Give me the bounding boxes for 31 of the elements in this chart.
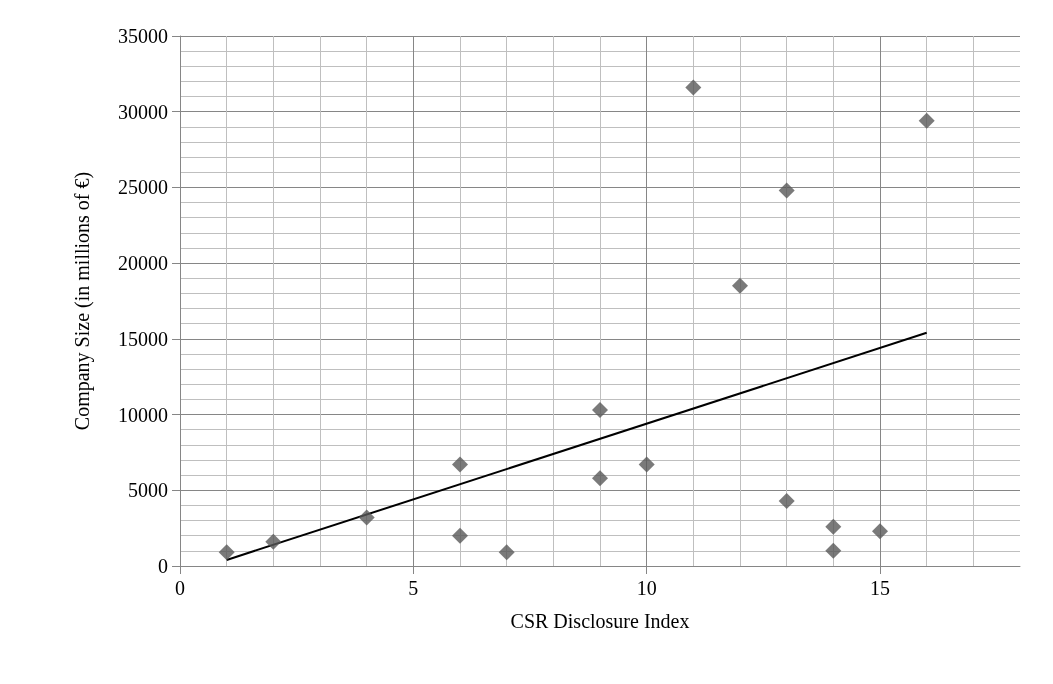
point bbox=[825, 518, 842, 535]
y-tick-label: 30000 bbox=[118, 100, 168, 123]
y-tick-label: 0 bbox=[158, 555, 168, 577]
point bbox=[218, 544, 235, 561]
point bbox=[872, 523, 888, 540]
point bbox=[592, 470, 608, 487]
y-tick-label: 15000 bbox=[118, 327, 168, 350]
point bbox=[778, 492, 795, 509]
y-tick-label: 5000 bbox=[128, 479, 168, 502]
point bbox=[498, 544, 515, 561]
x-tick-label: 0 bbox=[175, 577, 185, 599]
y-tick-label: 35000 bbox=[118, 25, 168, 47]
point bbox=[685, 79, 702, 96]
x-tick-label: 5 bbox=[408, 577, 419, 599]
point bbox=[918, 112, 935, 129]
point bbox=[592, 402, 608, 419]
point bbox=[825, 542, 842, 559]
point bbox=[732, 277, 748, 294]
x-tick-label: 15 bbox=[870, 577, 890, 599]
y-tick-label: 10000 bbox=[118, 403, 168, 426]
y-tick-label: 25000 bbox=[118, 176, 168, 199]
point bbox=[452, 456, 468, 473]
y-axis-title: Company Size (in millions of €) bbox=[71, 171, 94, 431]
y-tick-label: 20000 bbox=[118, 252, 168, 275]
x-tick-label: 10 bbox=[636, 577, 657, 599]
point bbox=[452, 527, 468, 544]
point bbox=[638, 456, 655, 473]
point bbox=[778, 182, 795, 199]
point bbox=[358, 509, 375, 526]
x-axis-title: CSR Disclosure Index bbox=[510, 610, 690, 632]
point bbox=[265, 533, 282, 550]
